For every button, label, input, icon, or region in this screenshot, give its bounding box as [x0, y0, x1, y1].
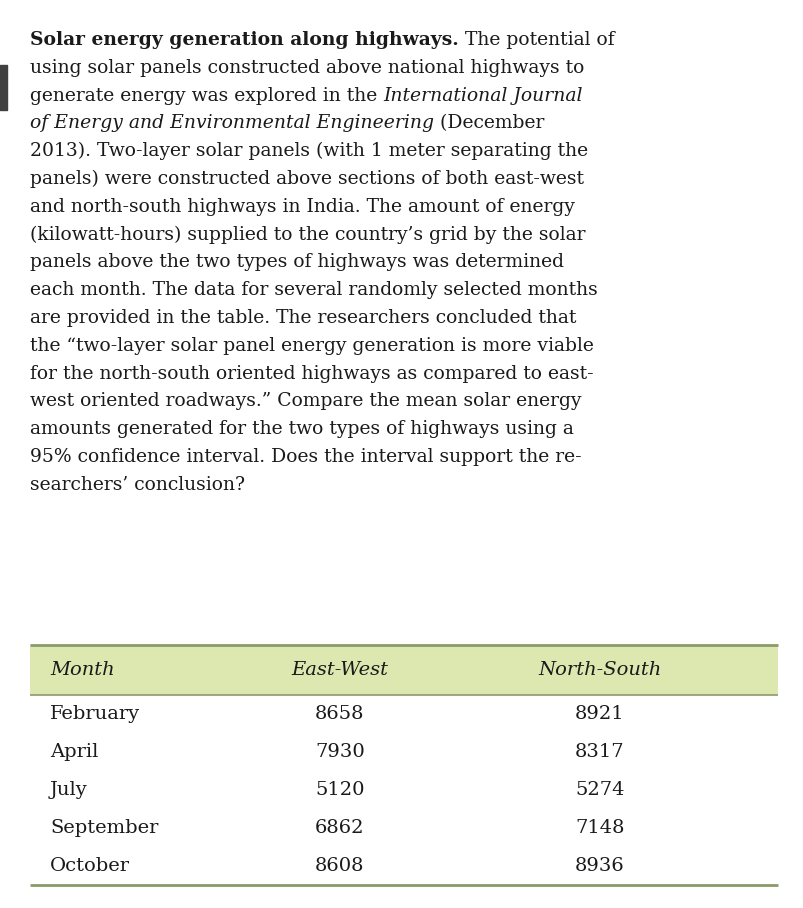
Text: The potential of: The potential of [459, 31, 613, 49]
Bar [30, 645, 777, 695]
Text: October: October [50, 857, 130, 875]
Text: 8608: 8608 [315, 857, 365, 875]
Text: September: September [50, 819, 158, 837]
Text: February: February [50, 705, 140, 723]
Text: for the north-south oriented highways as compared to east-: for the north-south oriented highways as… [30, 365, 593, 382]
Text: 8936: 8936 [574, 857, 624, 875]
Text: 95% confidence interval. Does the interval support the re-: 95% confidence interval. Does the interv… [30, 448, 581, 466]
Text: of Energy and Environmental Engineering: of Energy and Environmental Engineering [30, 114, 434, 133]
Text: panels) were constructed above sections of both east-west: panels) were constructed above sections … [30, 170, 583, 188]
Text: generate energy was explored in the: generate energy was explored in the [30, 86, 383, 104]
Text: North-South: North-South [538, 661, 661, 679]
Text: 6862: 6862 [315, 819, 365, 837]
Text: 5120: 5120 [315, 781, 365, 799]
Text: (kilowatt-hours) supplied to the country’s grid by the solar: (kilowatt-hours) supplied to the country… [30, 225, 585, 244]
Text: 7930: 7930 [315, 743, 365, 761]
Text: panels above the two types of highways was determined: panels above the two types of highways w… [30, 253, 563, 271]
Text: the “two-layer solar panel energy generation is more viable: the “two-layer solar panel energy genera… [30, 337, 593, 355]
Text: 8658: 8658 [315, 705, 365, 723]
Text: each month. The data for several randomly selected months: each month. The data for several randoml… [30, 281, 597, 300]
Text: west oriented roadways.” Compare the mean solar energy: west oriented roadways.” Compare the mea… [30, 392, 581, 410]
Text: amounts generated for the two types of highways using a: amounts generated for the two types of h… [30, 420, 573, 439]
Text: 5274: 5274 [574, 781, 624, 799]
Text: April: April [50, 743, 98, 761]
Text: 7148: 7148 [574, 819, 624, 837]
Text: International Journal: International Journal [383, 86, 582, 104]
Text: 8921: 8921 [574, 705, 624, 723]
Text: are provided in the table. The researchers concluded that: are provided in the table. The researche… [30, 309, 576, 327]
Text: Month: Month [50, 661, 115, 679]
Text: (December: (December [434, 114, 544, 133]
Text: East-West: East-West [291, 661, 388, 679]
Text: 2013). Two-layer solar panels (with 1 meter separating the: 2013). Two-layer solar panels (with 1 me… [30, 143, 587, 161]
Text: 8317: 8317 [574, 743, 624, 761]
Text: searchers’ conclusion?: searchers’ conclusion? [30, 476, 245, 494]
Text: and north-south highways in India. The amount of energy: and north-south highways in India. The a… [30, 198, 574, 216]
Text: July: July [50, 781, 88, 799]
Text: using solar panels constructed above national highways to: using solar panels constructed above nat… [30, 59, 584, 77]
Text: Solar energy generation along highways.: Solar energy generation along highways. [30, 31, 459, 49]
